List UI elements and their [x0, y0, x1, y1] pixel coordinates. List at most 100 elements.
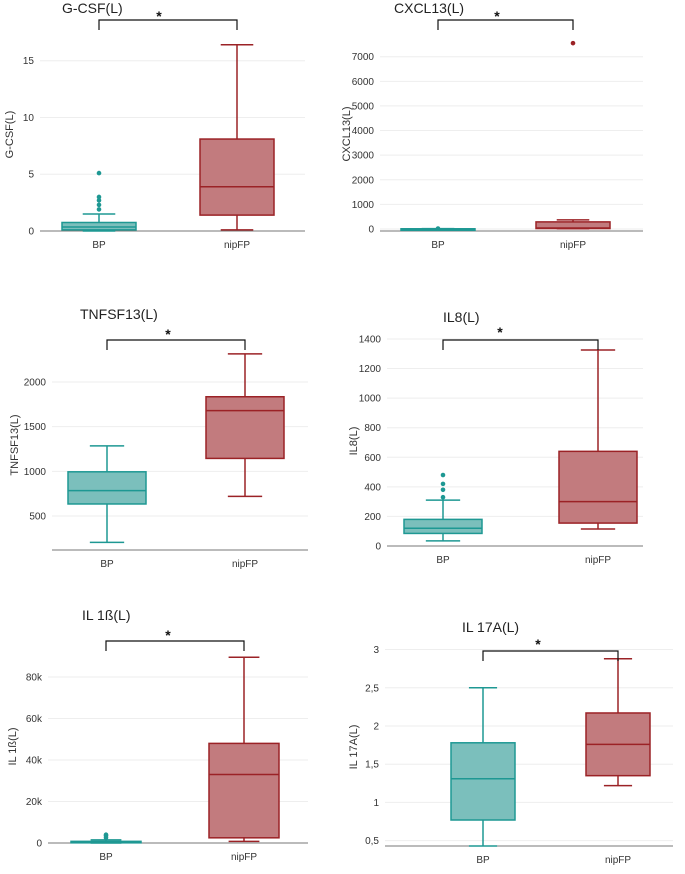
- significance-bracket: [482, 650, 619, 661]
- outlier-point: [435, 226, 441, 231]
- y-tick-label: 4000: [352, 126, 375, 137]
- box-iqr: [403, 518, 483, 535]
- y-tick-label: 500: [29, 512, 46, 523]
- box-iqr: [558, 450, 638, 524]
- box-BP: [403, 472, 483, 542]
- outlier-point: [96, 202, 102, 208]
- y-axis-label: TNFSF13(L): [9, 414, 21, 475]
- panel-title: CXCL13(L): [394, 0, 464, 16]
- y-tick-label: 800: [364, 423, 381, 434]
- y-tick-label: 40k: [26, 755, 43, 766]
- panel-title: G-CSF(L): [62, 0, 123, 16]
- y-tick-label: 0: [375, 542, 381, 553]
- y-tick-label: 5: [28, 170, 34, 181]
- y-tick-label: 200: [364, 512, 381, 523]
- box-iqr: [199, 138, 275, 216]
- y-tick-label: 7000: [352, 52, 375, 63]
- significance-star: *: [497, 324, 503, 340]
- box-BP: [67, 445, 147, 544]
- y-tick-label: 10: [23, 113, 35, 124]
- y-tick-label: 6000: [352, 77, 375, 88]
- outlier-point: [570, 40, 576, 46]
- y-tick-label: 2000: [24, 378, 47, 389]
- y-tick-label: 80k: [26, 672, 43, 683]
- y-tick-label: 3: [373, 645, 379, 656]
- x-category-label: BP: [476, 855, 490, 866]
- box-iqr: [61, 221, 137, 231]
- y-tick-label: 600: [364, 453, 381, 464]
- significance-bracket: [442, 339, 599, 350]
- significance-bracket: [106, 339, 246, 350]
- x-category-label: nipFP: [585, 555, 611, 566]
- x-category-label: BP: [100, 559, 114, 570]
- y-axis-label: IL8(L): [348, 427, 360, 456]
- box-nipFP: [535, 40, 611, 230]
- significance-bracket: [105, 640, 245, 651]
- panel-2: 0 1000 2000 3000 4000 5000 6000 7000 BP nipFP CXCL…: [341, 0, 643, 251]
- box-BP: [450, 687, 516, 847]
- y-tick-label: 0: [368, 225, 374, 236]
- outlier-point: [440, 472, 446, 478]
- x-category-label: BP: [92, 240, 106, 251]
- box-nipFP: [558, 349, 638, 530]
- box-nipFP: [208, 656, 280, 843]
- panel-title: IL8(L): [443, 309, 480, 325]
- y-tick-label: 1200: [359, 364, 382, 375]
- box-iqr: [67, 471, 147, 505]
- outlier-point: [96, 207, 102, 212]
- y-axis-label: CXCL13(L): [341, 106, 353, 161]
- outlier-point: [96, 194, 102, 200]
- y-tick-label: 1: [373, 798, 379, 809]
- significance-bracket: [437, 19, 574, 30]
- box-nipFP: [199, 44, 275, 231]
- significance-star: *: [535, 636, 541, 652]
- significance-star: *: [165, 326, 171, 342]
- box-BP: [400, 226, 476, 232]
- panel-title: IL 1ß(L): [82, 607, 131, 623]
- box-nipFP: [585, 657, 651, 787]
- y-tick-label: 1500: [24, 422, 47, 433]
- panel-5: 0 20k 40k 60k 80k BP nipFP IL 1ß(L) IL 1ß(L) *: [7, 607, 308, 863]
- y-axis-label: IL 17A(L): [348, 725, 360, 770]
- panel-4: 0 200 400 600 800 1000 1200 1400 BP nipFP IL8(L) IL…: [348, 309, 643, 566]
- outlier-point: [440, 494, 446, 500]
- y-tick-label: 60k: [26, 714, 43, 725]
- panel-6: 0,5 1 1,5 2 2,5 3 BP nipFP IL 17A(L) IL 17A(L) *: [348, 619, 673, 866]
- y-tick-label: 1000: [352, 200, 375, 211]
- y-tick-label: 0,5: [365, 836, 379, 847]
- panel-title: IL 17A(L): [462, 619, 519, 635]
- outlier-point: [440, 487, 446, 493]
- panel-title: TNFSF13(L): [80, 306, 158, 322]
- x-category-label: BP: [436, 555, 450, 566]
- y-axis-label: G-CSF(L): [4, 111, 16, 159]
- y-tick-label: 1000: [359, 394, 382, 405]
- significance-star: *: [156, 8, 162, 24]
- x-category-label: BP: [99, 852, 113, 863]
- box-iqr: [450, 742, 516, 821]
- y-tick-label: 2000: [352, 175, 375, 186]
- y-tick-label: 20k: [26, 797, 43, 808]
- significance-bracket: [98, 19, 238, 30]
- y-axis-label: IL 1ß(L): [7, 727, 19, 765]
- significance-star: *: [494, 8, 500, 24]
- significance-star: *: [165, 627, 171, 643]
- x-category-label: nipFP: [605, 855, 631, 866]
- x-category-label: nipFP: [231, 852, 257, 863]
- y-tick-label: 5000: [352, 101, 375, 112]
- x-category-label: nipFP: [224, 240, 250, 251]
- y-tick-label: 1400: [359, 334, 382, 345]
- panel-3: 500 1000 1500 2000 BP nipFP TNFSF13(L) TNFSF13(…: [9, 306, 308, 570]
- box-BP: [61, 170, 137, 232]
- y-tick-label: 2,5: [365, 683, 379, 694]
- y-tick-label: 400: [364, 482, 381, 493]
- x-category-label: nipFP: [560, 240, 586, 251]
- x-category-label: BP: [431, 240, 445, 251]
- y-tick-label: 1,5: [365, 760, 379, 771]
- y-tick-label: 15: [23, 56, 35, 67]
- box-iqr: [208, 742, 280, 839]
- outlier-point: [96, 170, 102, 176]
- y-tick-label: 0: [36, 839, 42, 850]
- x-category-label: nipFP: [232, 559, 258, 570]
- panel-1: 0 5 10 15 BP nipFP G-CSF(L) G-CSF(L) *: [4, 0, 305, 251]
